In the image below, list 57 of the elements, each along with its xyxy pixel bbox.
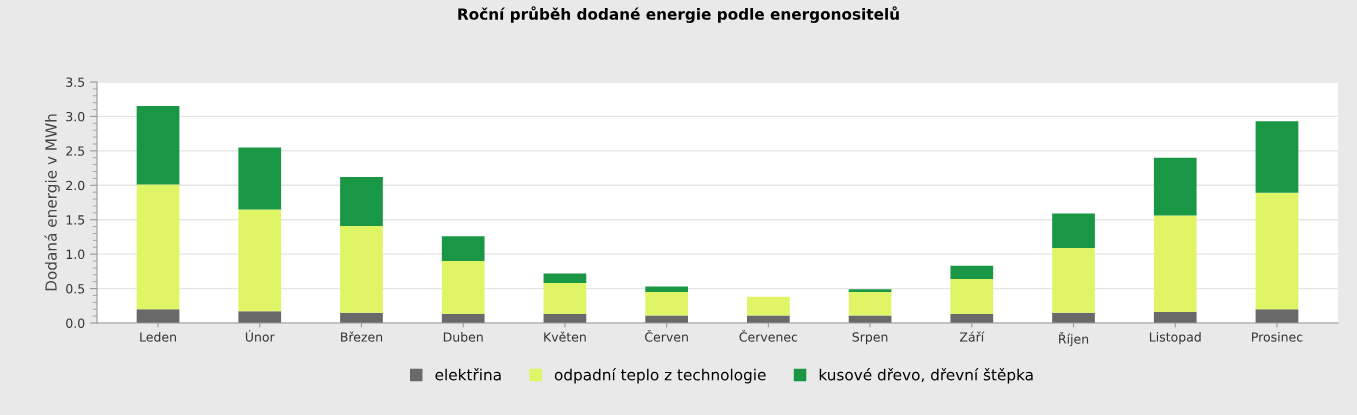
x-tick-label: Červen: [645, 329, 688, 342]
bar: [136, 106, 180, 185]
x-tick-label: Červenec: [739, 329, 798, 342]
bar: [441, 314, 485, 323]
y-tick-label: 1.5: [66, 215, 85, 225]
bar: [1153, 157, 1197, 216]
y-tick-label: 0.0: [66, 318, 85, 328]
bar: [340, 177, 383, 226]
bar: [1255, 121, 1299, 193]
bar: [1052, 213, 1095, 248]
bar: [848, 289, 892, 293]
bar: [950, 314, 994, 323]
y-tick-label: 3.5: [66, 77, 85, 87]
y-tick-label: 0.5: [66, 284, 85, 294]
y-tick-label: 3.0: [66, 111, 85, 122]
bar: [340, 225, 383, 313]
x-tick-label: Duben: [443, 332, 483, 342]
chart-title: Roční průběh dodané energie podle energonositelů: [458, 6, 899, 23]
bar: [543, 283, 587, 315]
x-tick-label: Říjen: [1059, 332, 1089, 347]
x-tick-label: Listopad: [1149, 332, 1201, 345]
bar: [950, 278, 994, 315]
legend-label: odpadní teplo z technologie: [554, 368, 766, 384]
bar: [441, 236, 485, 262]
x-tick-label: Květen: [544, 331, 586, 342]
bar: [136, 309, 180, 323]
x-tick-label: Srpen: [852, 332, 888, 345]
x-tick-label: Březen: [341, 331, 383, 342]
bar: [543, 273, 587, 284]
y-tick-label: 1.0: [66, 249, 85, 260]
bar: [645, 315, 688, 323]
bar: [1153, 311, 1197, 323]
x-tick-label: Únor: [245, 329, 275, 342]
bar: [645, 292, 688, 316]
x-tick-label: Září: [959, 331, 985, 342]
y-tick-label: 2.0: [66, 180, 85, 191]
bar: [747, 315, 790, 323]
bar: [848, 292, 892, 316]
bar: [1255, 192, 1299, 310]
bar: [238, 147, 282, 210]
bar: [136, 184, 180, 310]
x-tick-label: Prosinec: [1252, 332, 1303, 342]
x-tick-label: Leden: [140, 332, 176, 342]
bar: [848, 315, 892, 323]
bar: [238, 311, 282, 323]
bar: [238, 209, 282, 312]
bar: [1255, 309, 1299, 323]
legend-label: kusové dřevo, dřevní štěpka: [819, 368, 1033, 384]
bar: [1052, 247, 1095, 313]
bar: [747, 296, 790, 316]
legend-label: elektřina: [435, 368, 501, 381]
bar: [441, 261, 485, 315]
y-tick-label: 2.5: [66, 146, 85, 156]
bar: [645, 286, 688, 293]
bar: [1153, 215, 1197, 312]
y-axis-title: Dodaná energie v MWh: [44, 114, 60, 291]
bar: [950, 265, 994, 279]
